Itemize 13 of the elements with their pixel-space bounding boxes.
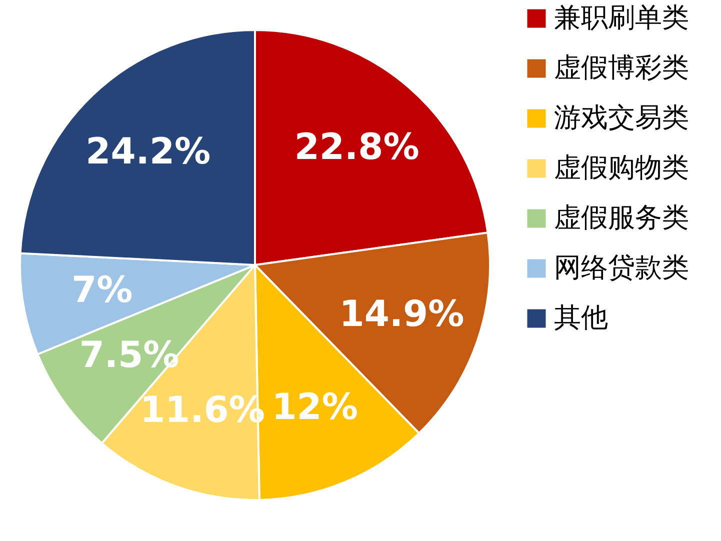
legend-label: 虚假服务类: [554, 202, 689, 234]
data-label: 14.9%: [339, 294, 464, 336]
data-label: 7.5%: [79, 334, 180, 376]
legend-label: 游戏交易类: [554, 102, 689, 134]
data-label: 24.2%: [86, 132, 211, 173]
legend-label: 兼职刷单类: [554, 2, 689, 34]
data-label: 7%: [72, 270, 133, 312]
legend-label: 虚假购物类: [554, 152, 689, 184]
legend-label: 其他: [554, 302, 608, 334]
legend-label: 虚假博彩类: [554, 52, 689, 84]
legend-label: 网络贷款类: [554, 252, 689, 284]
data-label: 12%: [272, 387, 358, 428]
data-label: 22.8%: [294, 127, 420, 168]
